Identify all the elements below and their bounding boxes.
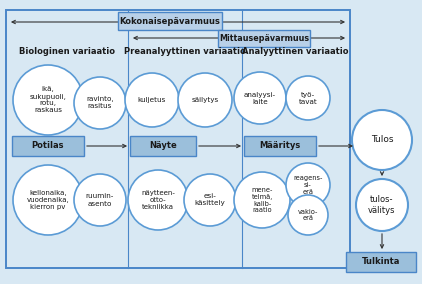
Text: analyysi-
laite: analyysi- laite bbox=[244, 91, 276, 105]
Text: Näyte: Näyte bbox=[149, 141, 177, 151]
Text: kellonaika,
vuodenaika,
kierron pv: kellonaika, vuodenaika, kierron pv bbox=[27, 190, 69, 210]
Text: kuljetus: kuljetus bbox=[138, 97, 166, 103]
FancyBboxPatch shape bbox=[218, 30, 310, 47]
FancyBboxPatch shape bbox=[6, 10, 350, 268]
Text: Tulkinta: Tulkinta bbox=[362, 258, 400, 266]
Text: esi-
käsittely: esi- käsittely bbox=[195, 193, 225, 206]
Circle shape bbox=[184, 174, 236, 226]
Text: Preanalyyttinen variaatio: Preanalyyttinen variaatio bbox=[124, 47, 246, 57]
Circle shape bbox=[286, 76, 330, 120]
Circle shape bbox=[13, 165, 83, 235]
Text: Tulos: Tulos bbox=[371, 135, 393, 145]
FancyBboxPatch shape bbox=[130, 136, 196, 156]
Circle shape bbox=[74, 174, 126, 226]
Text: säilytys: säilytys bbox=[191, 97, 219, 103]
Circle shape bbox=[234, 172, 290, 228]
FancyBboxPatch shape bbox=[244, 136, 316, 156]
Circle shape bbox=[288, 195, 328, 235]
Text: työ-
tavat: työ- tavat bbox=[299, 91, 317, 105]
Text: näytteen-
otto-
tekniikka: näytteen- otto- tekniikka bbox=[141, 190, 175, 210]
Text: Biologinen variaatio: Biologinen variaatio bbox=[19, 47, 115, 57]
Text: ruumin-
asento: ruumin- asento bbox=[86, 193, 114, 206]
Text: vakio-
erä: vakio- erä bbox=[298, 208, 318, 222]
Circle shape bbox=[74, 77, 126, 129]
Text: Potilas: Potilas bbox=[32, 141, 64, 151]
Circle shape bbox=[125, 73, 179, 127]
Circle shape bbox=[13, 65, 83, 135]
Text: Analyyttinen variaatio: Analyyttinen variaatio bbox=[242, 47, 348, 57]
Text: ravinto,
rasitus: ravinto, rasitus bbox=[86, 97, 114, 110]
Circle shape bbox=[356, 179, 408, 231]
FancyBboxPatch shape bbox=[12, 136, 84, 156]
Text: Määritys: Määritys bbox=[260, 141, 300, 151]
Text: tulos-
välitys: tulos- välitys bbox=[368, 195, 396, 215]
FancyBboxPatch shape bbox=[118, 12, 222, 30]
Circle shape bbox=[234, 72, 286, 124]
Text: Kokonaisepävarmuus: Kokonaisepävarmuus bbox=[119, 16, 220, 26]
Circle shape bbox=[286, 163, 330, 207]
Circle shape bbox=[128, 170, 188, 230]
FancyBboxPatch shape bbox=[346, 252, 416, 272]
Text: mene-
telmä,
kalib-
raatio: mene- telmä, kalib- raatio bbox=[252, 187, 273, 214]
Text: Mittausepävarmuus: Mittausepävarmuus bbox=[219, 34, 309, 43]
Circle shape bbox=[352, 110, 412, 170]
Text: reagens-
si-
erä: reagens- si- erä bbox=[293, 175, 323, 195]
Circle shape bbox=[178, 73, 232, 127]
Text: ikä,
sukupuoli,
rotu,
raskaus: ikä, sukupuoli, rotu, raskaus bbox=[30, 87, 66, 114]
